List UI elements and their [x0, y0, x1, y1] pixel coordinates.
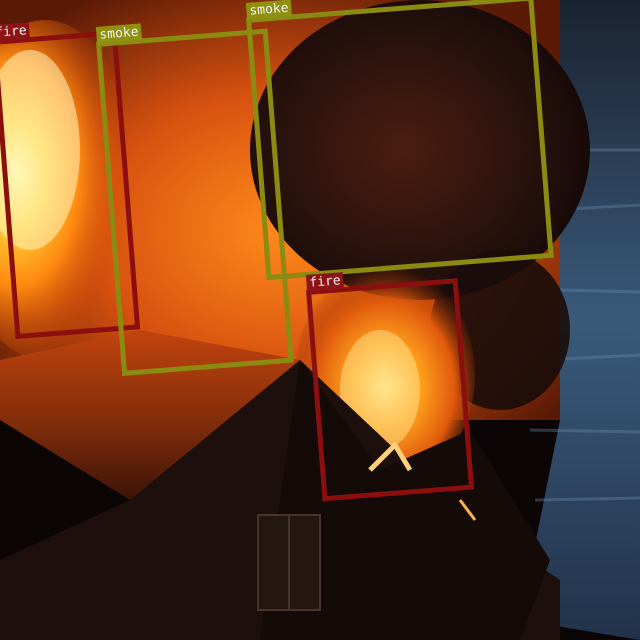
smoke-bounding-box: smoke — [245, 0, 554, 281]
fire-bounding-box: fire — [305, 272, 475, 502]
fire-label: fire — [305, 272, 345, 292]
fire-label: fire — [0, 22, 31, 42]
smoke-label: smoke — [95, 23, 143, 44]
smoke-label: smoke — [245, 0, 293, 20]
